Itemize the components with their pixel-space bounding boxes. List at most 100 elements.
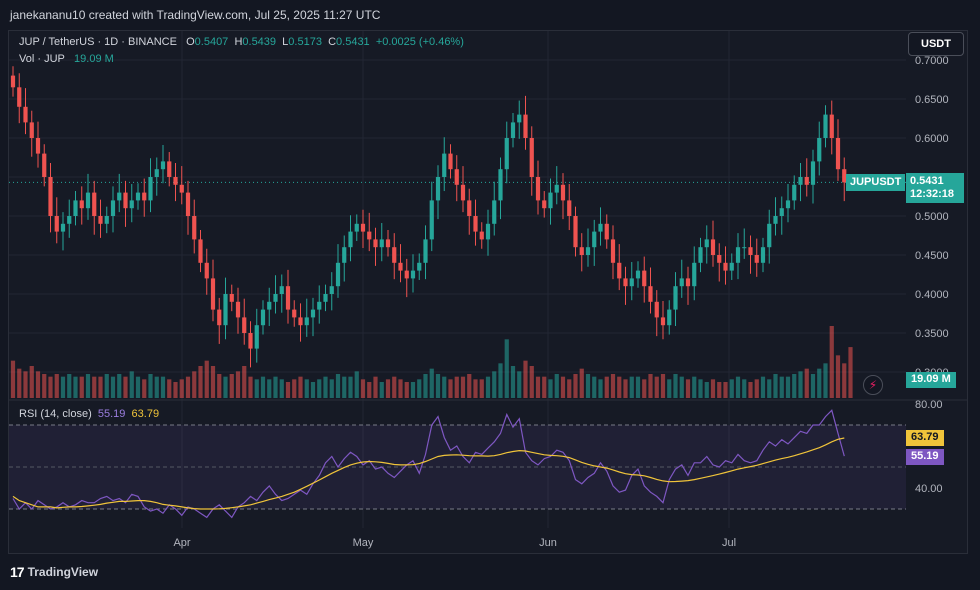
candle-body <box>210 278 216 310</box>
volume-bar <box>267 379 272 398</box>
volume-bar <box>17 368 22 398</box>
price-tick-label: 0.6500 <box>915 94 949 106</box>
candle-body <box>467 200 472 216</box>
price-tick-label: 0.7000 <box>915 55 949 67</box>
candle-body <box>623 278 628 287</box>
countdown-value: 12:32:18 <box>910 188 955 200</box>
candle-body <box>35 138 41 154</box>
volume-bar <box>460 376 466 398</box>
symbol-description[interactable]: JUP / TetherUS · 1D · BINANCE <box>19 36 177 48</box>
volume-bar <box>817 368 822 398</box>
volume-bar <box>548 379 553 398</box>
rsi-line <box>12 409 845 519</box>
candle-body <box>192 216 197 240</box>
candle-body <box>310 309 316 318</box>
candle-body <box>85 192 91 209</box>
volume-bar <box>542 376 547 398</box>
candle-body <box>454 169 459 185</box>
candle-body <box>798 177 803 185</box>
volume-bar <box>167 379 172 398</box>
candle-body <box>667 309 672 326</box>
candle-body <box>285 286 291 310</box>
candle-body <box>110 200 116 216</box>
volume-bar <box>604 376 609 398</box>
lightning-icon[interactable]: ⚡ <box>863 375 883 395</box>
volume-bar <box>592 376 597 398</box>
tradingview-logo-icon[interactable]: 17 <box>10 564 25 580</box>
candle-body <box>429 200 434 240</box>
currency-button[interactable]: USDT <box>908 32 964 56</box>
volume-bar <box>685 379 691 398</box>
candle-body <box>442 153 447 177</box>
volume-bar <box>404 382 409 398</box>
volume-legend: Vol · JUP 19.09 M <box>19 53 114 65</box>
candle-body <box>579 247 584 255</box>
candle-body <box>617 262 622 279</box>
volume-bar <box>485 376 491 398</box>
candle-body <box>742 247 747 249</box>
candle-body <box>254 325 259 349</box>
price-tick-label: 0.6000 <box>915 133 949 145</box>
rsi-label[interactable]: RSI (14, close) <box>19 408 92 420</box>
volume-bar <box>248 376 253 398</box>
volume-bar <box>735 376 741 398</box>
candle-body <box>329 286 334 294</box>
candle-body <box>73 200 78 216</box>
volume-bar <box>185 376 191 398</box>
last-price-tag: 0.5431 12:32:18 <box>906 173 964 203</box>
volume-bar <box>492 371 497 398</box>
volume-bar <box>410 382 416 398</box>
candle-body <box>148 177 153 201</box>
candle-body <box>367 231 372 240</box>
volume-bar <box>848 347 853 398</box>
volume-bar <box>679 376 684 398</box>
candle-body <box>735 247 741 263</box>
candle-body <box>710 239 716 255</box>
price-tick-label: 0.5000 <box>915 211 949 223</box>
candle-body <box>767 223 772 248</box>
volume-bar <box>348 376 353 398</box>
candle-body <box>223 294 228 326</box>
candle-body <box>167 161 172 177</box>
candle-body <box>704 239 709 248</box>
volume-bar <box>323 376 328 398</box>
volume-bar <box>610 374 616 398</box>
volume-bar <box>60 376 66 398</box>
volume-bar <box>523 360 528 398</box>
candle-body <box>585 247 591 255</box>
volume-bar <box>79 376 84 398</box>
volume-bar <box>385 379 391 398</box>
volume-label[interactable]: Vol · JUP <box>19 53 65 65</box>
candle-body <box>404 270 409 279</box>
volume-bar <box>829 326 834 398</box>
close-label: C <box>328 36 337 48</box>
volume-bar <box>285 382 291 398</box>
volume-bar <box>310 382 316 398</box>
tradingview-brand[interactable]: TradingView <box>27 565 99 579</box>
candle-body <box>398 262 403 271</box>
candle-body <box>10 75 16 88</box>
volume-bar <box>10 360 16 398</box>
close-value: 0.5431 <box>336 36 370 48</box>
volume-bar <box>579 368 584 398</box>
candle-body <box>492 200 497 224</box>
volume-bar <box>479 379 484 398</box>
candle-body <box>517 114 522 123</box>
candle-body <box>198 239 203 263</box>
candle-body <box>598 223 603 232</box>
rsi-tick-label: 40.00 <box>915 483 943 495</box>
candle-body <box>629 278 634 287</box>
volume-bar <box>454 376 459 398</box>
candle-body <box>79 200 84 209</box>
volume-bar <box>92 376 97 398</box>
volume-bar <box>804 368 809 398</box>
volume-bar <box>129 371 134 398</box>
candle-body <box>142 192 147 201</box>
candle-body <box>698 247 703 263</box>
volume-value: 19.09 M <box>74 53 114 65</box>
candle-body <box>229 294 234 302</box>
candle-body <box>23 106 28 123</box>
high-label: H <box>234 36 243 48</box>
candle-body <box>204 262 209 279</box>
